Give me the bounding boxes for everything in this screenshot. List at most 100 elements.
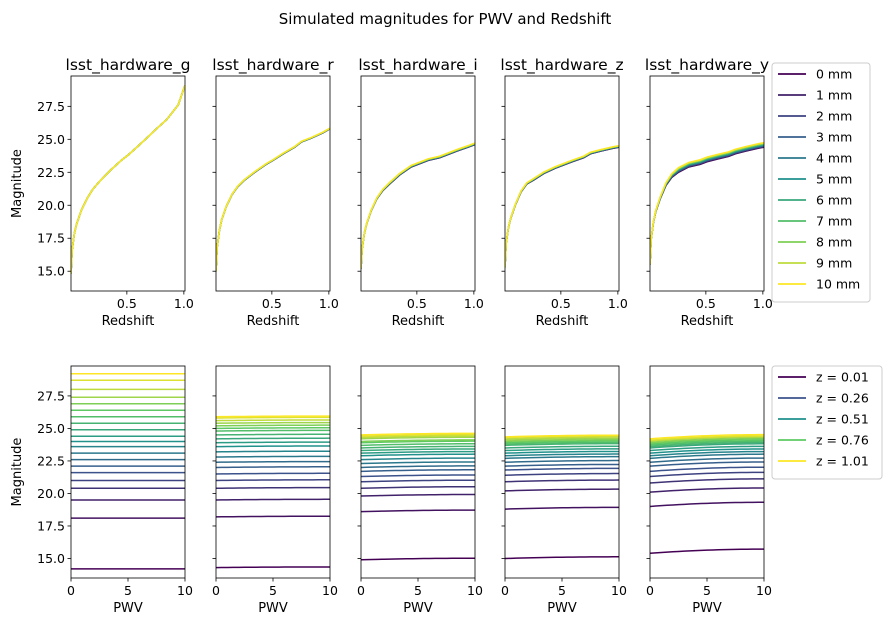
series-line-z-17 <box>361 436 475 440</box>
x-axis-label: Redshift <box>247 314 300 329</box>
series-line-z-2 <box>505 488 619 492</box>
series-line-z-17 <box>505 437 619 441</box>
series-line-z-4 <box>361 479 475 483</box>
series-line-z-5 <box>216 472 330 475</box>
x-tick-label: 10 <box>611 583 627 598</box>
series-line-z-4 <box>216 479 330 482</box>
series-line-z-11 <box>505 448 619 452</box>
series-line-z-7 <box>505 459 619 463</box>
series-line-z-16 <box>505 438 619 443</box>
axes-frame <box>70 75 186 292</box>
series-line-z-13 <box>216 433 330 436</box>
series-line-pwv-9 <box>216 127 330 272</box>
series-line-pwv-4 <box>216 127 330 272</box>
series-line-pwv-8 <box>216 127 330 272</box>
legend-entry: 9 mm <box>816 256 852 271</box>
subplot-r1-c0: 0 5 10 15.0 17.5 20.0 22.5 25.0 27.5 PWV Magnitude <box>10 365 193 616</box>
y-tick-label: 15.0 <box>37 551 65 566</box>
x-axis-label: PWV <box>403 601 433 616</box>
series-line-z-6 <box>216 466 330 469</box>
series-line-pwv-1 <box>650 146 764 265</box>
x-axis-label: PWV <box>258 601 288 616</box>
series-line-pwv-10 <box>71 84 185 274</box>
series-line-z-8 <box>361 461 475 465</box>
series-group <box>505 144 619 268</box>
series-line-pwv-2 <box>650 145 764 265</box>
x-tick-label: 5 <box>558 583 566 598</box>
subplot-r0-c2: 0.5 1.0 Redshift lsst_hardware_i <box>357 56 484 329</box>
series-line-z-18 <box>505 436 619 440</box>
series-line-pwv-5 <box>216 127 330 272</box>
series-line-z-5 <box>505 467 619 471</box>
series-line-z-9 <box>505 453 619 457</box>
series-line-z-15 <box>361 440 475 444</box>
subplot-title: lsst_hardware_r <box>212 56 334 75</box>
series-line-z-9 <box>361 457 475 461</box>
legend-entry: z = 1.01 <box>816 454 869 469</box>
series-line-pwv-7 <box>71 84 185 274</box>
axes-frame <box>360 75 476 292</box>
series-line-z-14 <box>361 443 475 447</box>
axes-frame <box>649 75 765 292</box>
series-line-z-12 <box>216 437 330 440</box>
y-tick-label: 20.0 <box>37 198 65 213</box>
series-line-z-15 <box>216 427 330 430</box>
series-line-z-8 <box>650 453 764 460</box>
series-line-z-14 <box>505 441 619 445</box>
series-line-pwv-10 <box>650 141 764 265</box>
series-group <box>361 142 475 269</box>
series-line-pwv-7 <box>216 127 330 272</box>
x-tick-label: 10 <box>467 583 483 598</box>
series-line-z-12 <box>505 445 619 449</box>
x-tick-label: 10 <box>322 583 338 598</box>
series-line-z-9 <box>650 450 764 457</box>
x-tick-label: 5 <box>703 583 711 598</box>
legend-entry: 3 mm <box>816 130 852 145</box>
series-line-pwv-0 <box>71 84 185 274</box>
series-line-z-17 <box>216 421 330 424</box>
series-line-pwv-6 <box>71 84 185 274</box>
subplot-title: lsst_hardware_i <box>358 56 477 75</box>
axes-frame <box>360 365 476 579</box>
subplot-r0-c4: 0.5 1.0 Redshift lsst_hardware_y <box>645 56 773 329</box>
y-tick-label: 17.5 <box>37 518 65 533</box>
legend-entry: 1 mm <box>816 88 852 103</box>
legend-entry: 7 mm <box>816 214 852 229</box>
legend-entry: z = 0.76 <box>816 433 869 448</box>
legend-entry: 2 mm <box>816 109 852 124</box>
x-tick-label: 0 <box>646 583 654 598</box>
axes-frame <box>215 365 331 579</box>
x-tick-label: 0 <box>67 583 75 598</box>
axes-frame <box>504 365 620 579</box>
legend-redshift: z = 0.01 z = 0.26 z = 0.51 z = 0.76 z = 1.01 <box>771 365 883 480</box>
y-tick-label: 17.5 <box>37 231 65 246</box>
x-axis-label: Redshift <box>536 314 589 329</box>
subplot-grid: 0.5 1.0 15.0 17.5 20.0 22.5 25.0 27.5 Redshift Ma… <box>10 56 773 616</box>
series-line-z-0 <box>650 548 764 555</box>
y-axis-label: Magnitude <box>10 438 25 507</box>
subplot-r0-c1: 0.5 1.0 Redshift lsst_hardware_r <box>212 56 339 329</box>
series-line-pwv-2 <box>216 127 330 272</box>
series-line-z-20 <box>650 433 764 440</box>
series-line-z-3 <box>650 478 764 484</box>
series-line-z-6 <box>505 463 619 467</box>
series-line-pwv-1 <box>216 128 330 272</box>
legend-entry: 8 mm <box>816 235 852 250</box>
series-line-pwv-9 <box>361 142 475 269</box>
x-tick-label: 0.5 <box>117 296 137 311</box>
series-line-pwv-10 <box>216 127 330 272</box>
y-axis-label: Magnitude <box>10 149 25 218</box>
series-line-z-15 <box>650 439 764 445</box>
x-tick-label: 1.0 <box>464 296 484 311</box>
x-tick-label: 1.0 <box>319 296 339 311</box>
series-line-pwv-6 <box>216 127 330 272</box>
series-line-z-8 <box>216 455 330 458</box>
series-line-pwv-4 <box>650 144 764 265</box>
series-line-z-19 <box>361 433 475 437</box>
legend-entry: z = 0.26 <box>816 391 869 406</box>
series-line-z-10 <box>505 450 619 454</box>
x-tick-label: 0.5 <box>262 296 282 311</box>
y-tick-label: 22.5 <box>37 165 65 180</box>
series-line-z-4 <box>505 472 619 476</box>
series-line-z-7 <box>650 457 764 463</box>
